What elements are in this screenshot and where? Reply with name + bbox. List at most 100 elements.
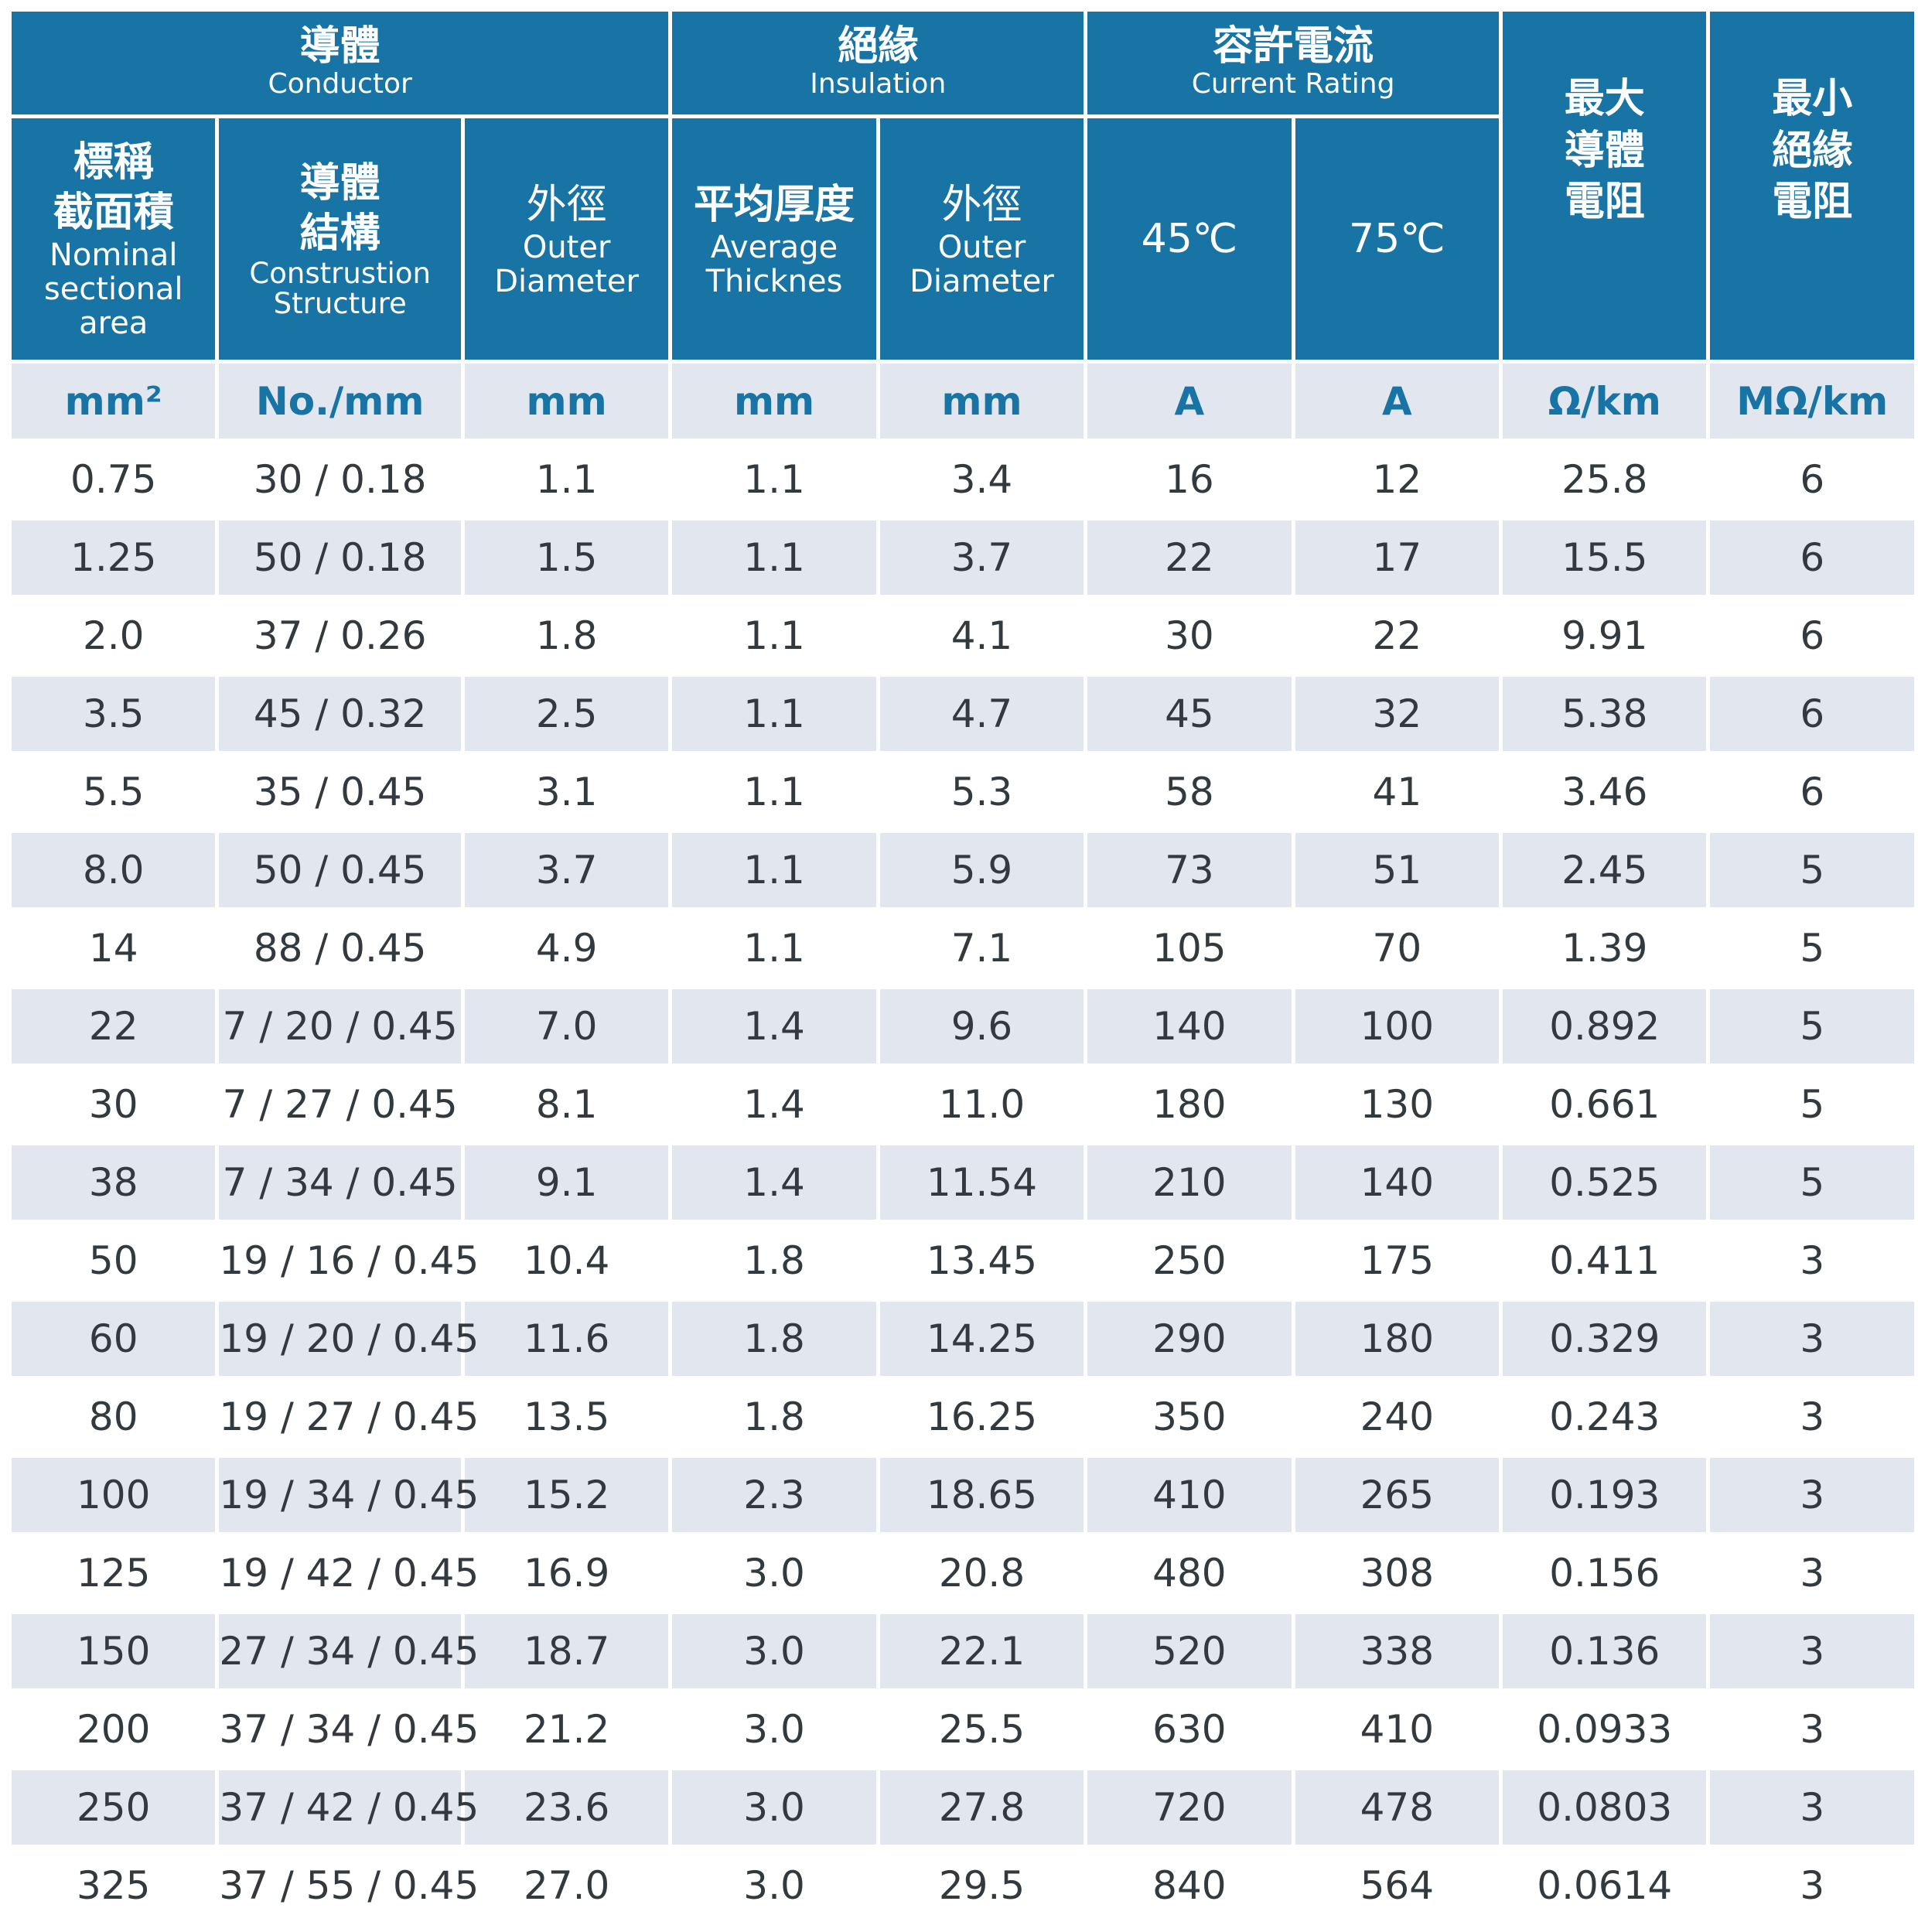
table-cell: 564 — [1295, 1848, 1500, 1923]
table-cell: 2.45 — [1503, 833, 1707, 907]
table-cell: 19 / 27 / 0.45 — [219, 1380, 479, 1454]
table-cell: 3.5 — [12, 677, 216, 751]
header-max-resistance-line1: 最大 — [1564, 76, 1645, 123]
table-cell: 6 — [1710, 442, 1914, 517]
table-cell: 105 — [1087, 911, 1292, 985]
table-cell: 3.0 — [672, 1692, 876, 1766]
table-cell: 200 — [12, 1692, 216, 1766]
table-cell: 6 — [1710, 521, 1914, 595]
table-cell: 0.661 — [1503, 1067, 1707, 1142]
table-cell: 88 / 0.45 — [219, 911, 461, 985]
table-cell: 2.5 — [464, 677, 669, 751]
table-cell: 1.25 — [12, 521, 216, 595]
table-cell: 25.5 — [879, 1692, 1084, 1766]
unit-cell: mm — [464, 364, 669, 439]
table-cell: 480 — [1087, 1536, 1292, 1610]
header-ins-od-en1: Outer — [937, 229, 1026, 265]
table-row: 8.0 50 / 0.45 3.7 1.1 5.9 73 51 2.45 5 — [12, 833, 1914, 907]
table-cell: 45 — [1087, 677, 1292, 751]
table-cell: 1.1 — [672, 599, 876, 673]
table-cell: 0.892 — [1503, 989, 1707, 1063]
table-cell: 210 — [1087, 1145, 1292, 1220]
table-cell: 0.329 — [1503, 1302, 1707, 1376]
table-cell: 9.6 — [879, 989, 1084, 1063]
table-cell: 1.8 — [672, 1380, 876, 1454]
unit-cell: A — [1087, 364, 1292, 439]
table-cell: 1.1 — [672, 833, 876, 907]
table-cell: 50 / 0.45 — [219, 833, 461, 907]
table-cell: 19 / 34 / 0.45 — [219, 1458, 479, 1532]
table-cell: 5.3 — [879, 755, 1084, 829]
table-cell: 175 — [1295, 1224, 1500, 1298]
header-min-insulation-line3: 電阻 — [1772, 179, 1853, 226]
table-cell: 14.25 — [879, 1302, 1084, 1376]
table-cell: 3 — [1710, 1770, 1914, 1845]
table-cell: 7 / 34 / 0.45 — [219, 1145, 461, 1220]
table-header: 導體 Conductor 絕緣 Insulation 容許電流 Current … — [12, 12, 1914, 360]
table-cell: 3 — [1710, 1614, 1914, 1688]
table-cell: 23.6 — [464, 1770, 669, 1845]
header-current-rating-group: 容許電流 Current Rating — [1087, 12, 1500, 114]
table-cell: 11.54 — [879, 1145, 1084, 1220]
table-cell: 73 — [1087, 833, 1292, 907]
table-row: 150 27 / 34 / 0.45 18.7 3.0 22.1 520 338 0.136 3 — [12, 1614, 1914, 1688]
table-cell: 3.7 — [879, 521, 1084, 595]
table-row: 80 19 / 27 / 0.45 13.5 1.8 16.25 350 240 0.243 3 — [12, 1380, 1914, 1454]
header-temp-45: 45℃ — [1141, 216, 1238, 262]
table-row: 3.5 45 / 0.32 2.5 1.1 4.7 45 32 5.38 6 — [12, 677, 1914, 751]
table-cell: 180 — [1295, 1302, 1500, 1376]
table-cell: 3 — [1710, 1848, 1914, 1923]
table-cell: 30 / 0.18 — [219, 442, 461, 517]
table-cell: 7 / 20 / 0.45 — [219, 989, 461, 1063]
table-cell: 100 — [12, 1458, 216, 1532]
table-row: 200 37 / 34 / 0.45 21.2 3.0 25.5 630 410 0.0933… — [12, 1692, 1914, 1766]
header-construction-zh2: 結構 — [299, 210, 381, 258]
table-cell: 0.243 — [1503, 1380, 1707, 1454]
table-cell: 22 — [12, 989, 216, 1063]
table-cell: 250 — [12, 1770, 216, 1845]
header-min-insulation-line1: 最小 — [1772, 76, 1853, 123]
table-cell: 1.1 — [464, 442, 669, 517]
units-row: mm² No./mm mm mm mm A A Ω/km MΩ/km — [12, 364, 1914, 439]
table-cell: 2.0 — [12, 599, 216, 673]
table-cell: 9.91 — [1503, 599, 1707, 673]
header-max-resistance-line3: 電阻 — [1564, 179, 1645, 226]
table-cell: 1.1 — [672, 442, 876, 517]
header-nominal-zh1: 標稱 — [73, 139, 154, 186]
table-cell: 14 — [12, 911, 216, 985]
cable-spec-table-container: 導體 Conductor 絕緣 Insulation 容許電流 Current … — [8, 8, 1918, 1927]
table-cell: 19 / 42 / 0.45 — [219, 1536, 479, 1610]
table-cell: 8.0 — [12, 833, 216, 907]
table-cell: 8.1 — [464, 1067, 669, 1142]
table-cell: 27.8 — [879, 1770, 1084, 1845]
table-cell: 1.4 — [672, 989, 876, 1063]
unit-cell: mm — [879, 364, 1084, 439]
table-cell: 13.5 — [464, 1380, 669, 1454]
header-max-resistance-line2: 導體 — [1564, 127, 1645, 174]
table-cell: 100 — [1295, 989, 1500, 1063]
header-current-rating-zh: 容許電流 — [1213, 22, 1374, 70]
header-insulation-en: Insulation — [810, 68, 947, 101]
table-cell: 6 — [1710, 755, 1914, 829]
header-insulation-outer-diameter: 外徑 Outer Diameter — [879, 118, 1084, 360]
table-cell: 35 / 0.45 — [219, 755, 461, 829]
table-cell: 27 / 34 / 0.45 — [219, 1614, 479, 1688]
table-cell: 520 — [1087, 1614, 1292, 1688]
header-nominal-en2: sectional — [43, 271, 183, 307]
table-row: 0.75 30 / 0.18 1.1 1.1 3.4 16 12 25.8 6 — [12, 442, 1914, 517]
header-temp-75: 75℃ — [1349, 216, 1445, 262]
table-cell: 3.46 — [1503, 755, 1707, 829]
table-cell: 18.7 — [464, 1614, 669, 1688]
table-cell: 0.136 — [1503, 1614, 1707, 1688]
table-cell: 50 / 0.18 — [219, 521, 461, 595]
table-cell: 130 — [1295, 1067, 1500, 1142]
table-cell: 30 — [12, 1067, 216, 1142]
header-nominal-en1: Nominal — [49, 237, 178, 273]
table-cell: 3.1 — [464, 755, 669, 829]
table-cell: 11.6 — [464, 1302, 669, 1376]
unit-cell: Ω/km — [1503, 364, 1707, 439]
table-cell: 1.1 — [672, 521, 876, 595]
table-row: 22 7 / 20 / 0.45 7.0 1.4 9.6 140 100 0.892 5 — [12, 989, 1914, 1063]
table-cell: 10.4 — [464, 1224, 669, 1298]
table-cell: 12 — [1295, 442, 1500, 517]
